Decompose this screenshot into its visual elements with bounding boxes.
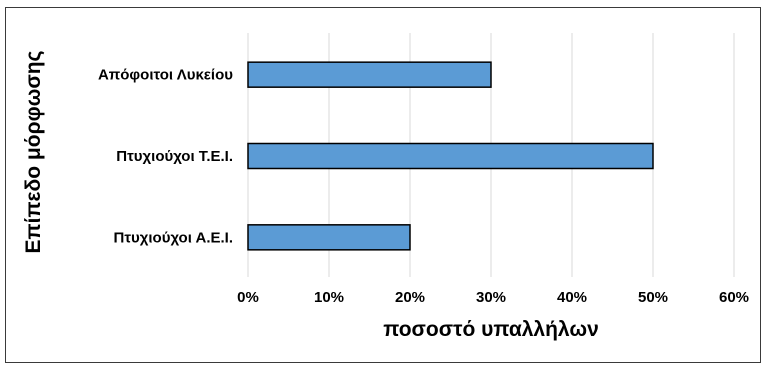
bar (247, 142, 654, 170)
x-axis-title: ποσοστό υπαλλήλων (383, 318, 599, 341)
x-tick-labels: 0% 10% 20% 30% 40% 50% 60% (237, 289, 749, 306)
bar (247, 61, 492, 88)
category-label: Πτυχιούχοι Α.Ε.Ι. (114, 229, 234, 246)
x-tick-label: 60% (719, 289, 749, 306)
x-tick-label: 20% (395, 289, 425, 306)
x-tick-label: 40% (557, 289, 587, 306)
y-axis-title: Επίπεδο μόρφωσης (22, 50, 45, 253)
category-labels: Απόφοιτοι Λυκείου Πτυχιούχοι Τ.Ε.Ι. Πτυχιο… (98, 67, 233, 247)
x-tick-label: 0% (237, 289, 259, 306)
category-label: Απόφοιτοι Λυκείου (98, 67, 233, 84)
bars (247, 61, 654, 251)
bar (247, 224, 411, 251)
x-tick-label: 10% (314, 289, 344, 306)
category-label: Πτυχιούχοι Τ.Ε.Ι. (116, 148, 233, 165)
x-tick-label: 30% (476, 289, 506, 306)
x-tick-label: 50% (638, 289, 668, 306)
